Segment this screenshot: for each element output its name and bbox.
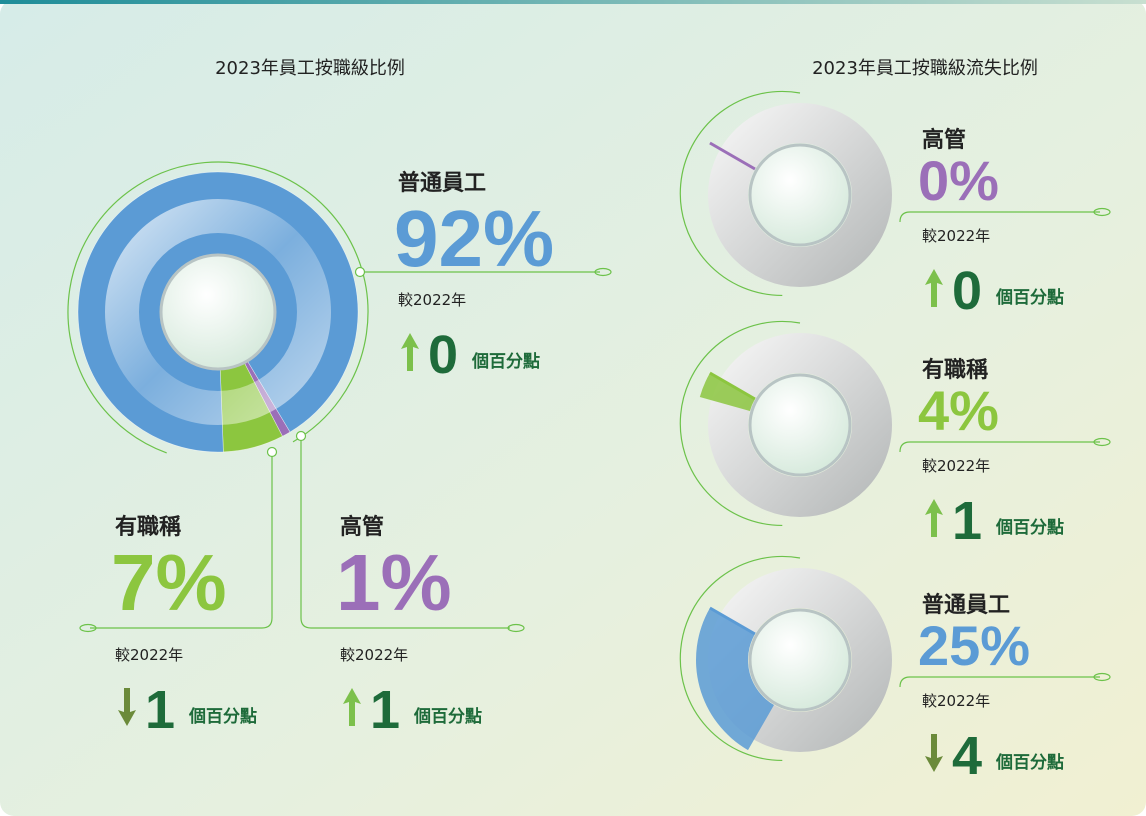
connector	[899, 676, 1100, 688]
change-unit: 個百分點	[188, 706, 257, 727]
change-unit: 個百分點	[995, 517, 1064, 538]
change-value: 0	[952, 261, 982, 321]
hole	[748, 143, 852, 247]
outer-arc	[679, 320, 801, 527]
value-label: 25%	[918, 614, 1030, 677]
chart-title: 2023年員工按職級流失比例	[812, 58, 1038, 79]
connector-dot	[354, 266, 366, 278]
category-label: 普通員工	[398, 170, 486, 196]
glass-ring	[105, 199, 331, 425]
category-label: 有職稱	[922, 357, 988, 383]
change-value: 1	[145, 680, 175, 740]
change-arrow	[343, 688, 361, 726]
connector-end	[1093, 672, 1111, 682]
ring	[708, 103, 892, 287]
value-label: 92%	[394, 194, 554, 283]
connector-end	[79, 623, 97, 633]
change-arrow	[925, 734, 943, 772]
change-arrow	[925, 269, 943, 307]
chart-title: 2023年員工按職級比例	[215, 58, 405, 79]
connector	[899, 211, 1100, 223]
change-value: 1	[370, 680, 400, 740]
ring	[708, 333, 892, 517]
category-label: 普通員工	[922, 592, 1010, 618]
connector-end	[1093, 207, 1111, 217]
comparison-label: 較2022年	[922, 457, 990, 475]
category-label: 有職稱	[115, 514, 181, 540]
slice-edge	[709, 141, 756, 171]
hole	[159, 253, 277, 371]
connector-end	[1093, 437, 1111, 447]
category-label: 高管	[922, 127, 966, 153]
slice-edge	[709, 606, 756, 636]
change-arrow	[118, 688, 136, 726]
slice	[699, 373, 755, 412]
top-bar	[0, 0, 1146, 4]
value-label: 7%	[111, 538, 227, 627]
change-unit: 個百分點	[995, 752, 1064, 773]
comparison-label: 較2022年	[922, 692, 990, 710]
outer-arc	[679, 90, 801, 297]
slice-edge	[709, 371, 756, 401]
connector-dot	[295, 430, 307, 442]
value-label: 0%	[918, 149, 999, 212]
comparison-label: 較2022年	[922, 227, 990, 245]
comparison-label: 較2022年	[115, 646, 183, 664]
change-arrow	[401, 333, 419, 371]
change-value: 0	[428, 325, 458, 385]
connector-dot	[266, 446, 278, 458]
hole	[748, 373, 852, 477]
connector-end	[594, 267, 612, 277]
change-unit: 個百分點	[471, 351, 540, 372]
slice	[696, 608, 774, 751]
comparison-label: 較2022年	[340, 646, 408, 664]
category-label: 高管	[340, 514, 384, 540]
outer-arc	[67, 161, 369, 454]
connector	[899, 441, 1100, 453]
change-unit: 個百分點	[413, 706, 482, 727]
connector-end	[507, 623, 525, 633]
connector	[90, 452, 273, 629]
connector	[300, 436, 510, 629]
value-label: 1%	[336, 538, 452, 627]
change-arrow	[925, 499, 943, 537]
comparison-label: 較2022年	[398, 291, 466, 309]
hole	[748, 608, 852, 712]
change-unit: 個百分點	[995, 287, 1064, 308]
change-value: 4	[952, 726, 982, 786]
outer-arc	[679, 555, 801, 762]
change-value: 1	[952, 491, 982, 551]
value-label: 4%	[918, 379, 999, 442]
